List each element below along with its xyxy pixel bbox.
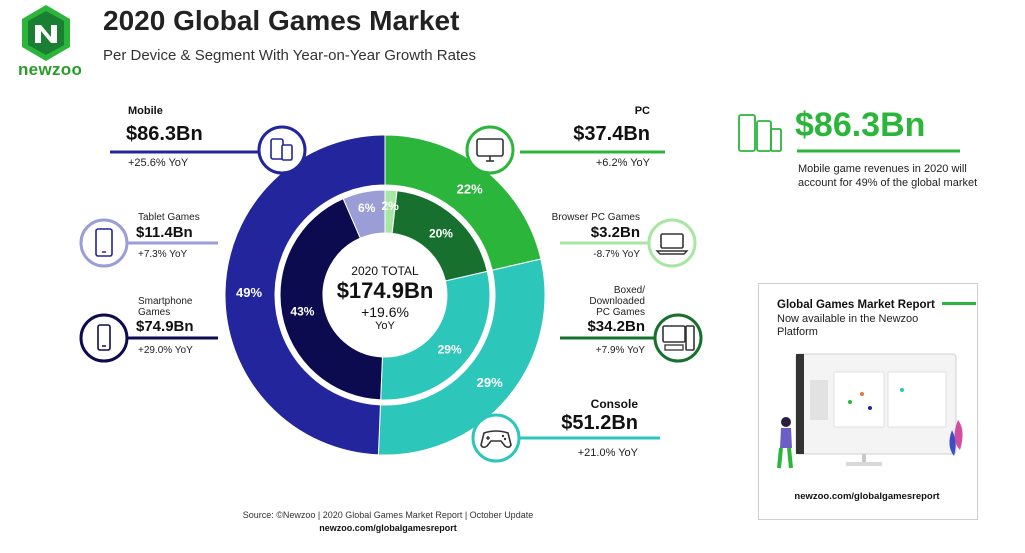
source-url-link[interactable]: newzoo.com/globalgamesreport [319,523,457,533]
outer-label-console: 29% [477,375,503,390]
pc-category: PC [634,105,650,117]
mobile-value: $86.3Bn [126,123,203,145]
center-total-value: $174.9Bn [336,278,434,303]
boxed-category-line1: Boxed/ [613,285,645,296]
inner-label-boxed-downloaded-pc-games: 20% [429,226,453,240]
center-total-growth-unit: YoY [375,320,395,332]
outer-slice-mobile [224,134,386,456]
pc-value: $37.4Bn [573,123,650,145]
mobile-yoy: +25.6% YoY [128,157,189,169]
console-category: Console [590,397,638,411]
promo-url-link[interactable]: newzoo.com/globalgamesreport [794,491,940,502]
smartphone-category-line2: Games [138,307,171,318]
promo-title: Global Games Market Report [777,299,935,311]
console-value: $51.2Bn [561,412,638,434]
smartphone-value: $74.9Bn [136,318,194,335]
browser-value: $3.2Bn [590,224,640,241]
tablet-yoy: +7.3% YoY [138,249,188,260]
highlight-text: Mobile game revenues in 2020 will accoun… [798,163,978,189]
smartphone-yoy: +29.0% YoY [138,345,193,356]
brand-name: newzoo [18,60,83,79]
inner-label-console: 29% [438,343,462,357]
outer-label-pc: 22% [457,182,483,197]
center-total-growth: +19.6% [361,304,409,320]
highlight-value: $86.3Bn [795,106,926,144]
inner-label-smartphone-games: 43% [290,304,314,318]
smartphone-category-line1: Smartphone [138,296,193,307]
browser-category: Browser PC Games [551,212,640,223]
phone-tablet-icon [256,124,308,176]
page-title: 2020 Global Games Market [103,5,460,36]
tablet-value: $11.4Bn [136,224,193,241]
laptop-icon [646,217,698,269]
smartphone-icon [78,312,130,364]
tablet-icon [78,217,130,269]
desktop-pc-icon [652,312,704,364]
browser-yoy: -8.7% YoY [593,249,640,260]
console-yoy: +21.0% YoY [577,447,638,459]
page-subtitle: Per Device & Segment With Year-on-Year G… [103,47,476,64]
boxed-yoy: +7.9% YoY [595,345,645,356]
boxed-value: $34.2Bn [587,318,645,335]
center-total-label: 2020 TOTAL [351,264,419,278]
pc-yoy: +6.2% YoY [595,157,650,169]
mobile-devices-icon [735,111,787,157]
monitor-icon [464,124,516,176]
mobile-category: Mobile [128,105,163,117]
inner-label-browser-pc-games: 2% [381,199,399,213]
boxed-category-line2: Downloaded [589,296,645,307]
gamepad-icon [470,412,522,464]
outer-label-mobile: 49% [236,285,262,300]
boxed-category-line3: PC Games [596,307,645,318]
tablet-category: Tablet Games [138,212,200,223]
newzoo-logo-icon [22,5,70,61]
source-line: Source: ©Newzoo | 2020 Global Games Mark… [242,510,534,520]
inner-slice-smartphone-games [279,198,383,401]
inner-label-tablet-games: 6% [358,201,376,215]
platform-screenshot-image [772,350,972,475]
promo-subtitle: Now available in the Newzoo Platform [777,313,919,338]
promo-accent-bar [942,302,976,305]
